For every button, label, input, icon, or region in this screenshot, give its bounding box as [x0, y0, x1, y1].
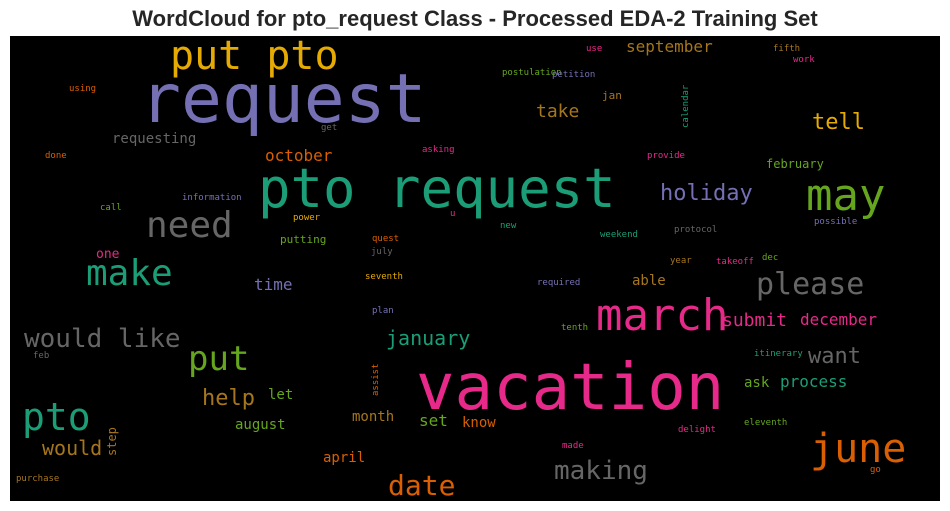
word: year: [670, 256, 692, 266]
word: done: [45, 151, 67, 161]
word: delight: [678, 425, 716, 435]
word-cloud: request put pto pto request vacation mar…: [10, 36, 940, 501]
word: assist: [371, 363, 381, 396]
word: pto: [22, 395, 91, 439]
word: eleventh: [744, 418, 788, 428]
word: january: [386, 326, 471, 350]
word: pto request: [258, 157, 616, 220]
word: august: [235, 417, 286, 433]
word: december: [800, 310, 878, 329]
word: april: [323, 450, 366, 466]
word: go: [870, 465, 881, 475]
word: call: [100, 203, 122, 213]
word: fifth: [773, 44, 801, 54]
word: information: [182, 193, 242, 203]
word: take: [536, 101, 580, 122]
word: request: [140, 60, 427, 139]
word: u: [450, 209, 456, 219]
word: quest: [372, 234, 400, 244]
word: weekend: [600, 230, 638, 240]
word: october: [265, 146, 333, 165]
word: possible: [814, 217, 858, 227]
word: protocol: [674, 225, 718, 235]
word: want: [808, 344, 861, 369]
word: provide: [647, 151, 685, 161]
word: would like: [24, 324, 181, 354]
word: tenth: [561, 323, 589, 333]
word: month: [352, 409, 395, 425]
word: get: [321, 123, 338, 133]
word: one: [96, 247, 120, 262]
word: help: [202, 386, 255, 411]
word: would: [42, 436, 103, 460]
word: put pto: [170, 36, 339, 79]
word: making: [554, 456, 648, 486]
word: using: [69, 84, 97, 94]
word: able: [632, 273, 666, 289]
word: submit: [722, 310, 788, 331]
word: put: [188, 339, 250, 379]
word: holiday: [660, 181, 753, 206]
word: putting: [280, 233, 327, 246]
word: need: [146, 205, 233, 246]
word: vacation: [416, 351, 725, 425]
word: may: [806, 170, 886, 221]
word: set: [419, 411, 448, 430]
word: use: [586, 44, 603, 54]
word: new: [500, 221, 517, 231]
word: purchase: [16, 474, 60, 484]
word: please: [756, 267, 865, 302]
word: date: [388, 469, 456, 501]
word: jan: [602, 89, 622, 102]
word: let: [268, 387, 294, 403]
word: september: [626, 37, 713, 56]
word: make: [86, 253, 173, 294]
word: itinerary: [754, 349, 803, 359]
word: work: [793, 55, 815, 65]
word: power: [293, 213, 321, 223]
word: petition: [552, 70, 596, 80]
word: postulation: [502, 68, 562, 78]
word: dec: [762, 253, 779, 263]
word: plan: [372, 306, 394, 316]
chart-title: WordCloud for pto_request Class - Proces…: [132, 6, 818, 31]
word: july: [371, 247, 393, 257]
word: feb: [33, 351, 50, 361]
word: know: [462, 415, 496, 431]
word: step: [105, 427, 119, 456]
word: march: [596, 290, 729, 341]
word: requesting: [112, 131, 197, 147]
word: february: [766, 157, 824, 171]
word: time: [254, 275, 293, 294]
word: made: [562, 441, 584, 451]
word: calendar: [681, 84, 691, 128]
word: seventh: [365, 272, 403, 282]
word: ask: [744, 375, 770, 391]
word: june: [810, 426, 907, 472]
word: takeoff: [716, 257, 754, 267]
word: process: [780, 372, 848, 391]
word: required: [537, 278, 581, 288]
word: asking: [422, 145, 455, 155]
word: tell: [812, 110, 865, 135]
